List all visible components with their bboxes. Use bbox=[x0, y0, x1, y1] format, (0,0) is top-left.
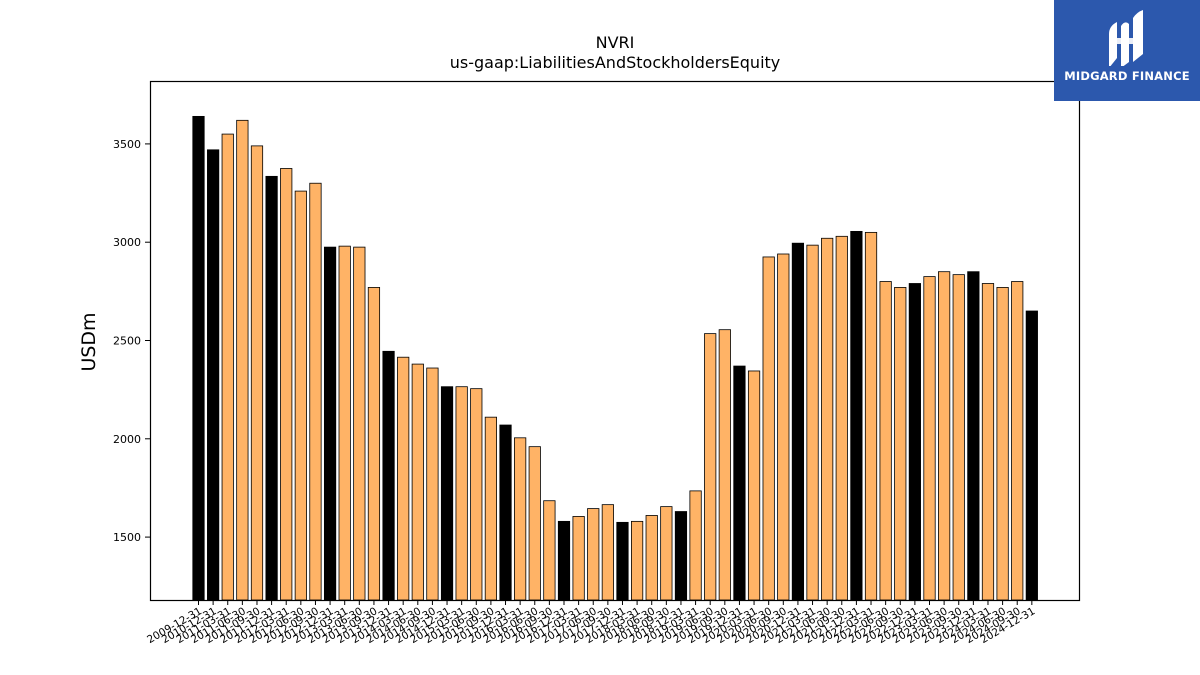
bar-2014-09-30 bbox=[426, 367, 439, 601]
bar-2018-03-31 bbox=[631, 520, 644, 601]
y-tick-label: 3000 bbox=[113, 236, 141, 249]
bar-2024-12-31 bbox=[1025, 310, 1038, 601]
y-tick-label: 2000 bbox=[113, 433, 141, 446]
bar-2019-03-31 bbox=[689, 490, 702, 601]
bar-2012-03-31 bbox=[280, 168, 293, 601]
bar-2010-12-31 bbox=[207, 149, 220, 601]
bar-2022-03-31 bbox=[864, 231, 878, 601]
y-tick-label: 1500 bbox=[113, 531, 141, 544]
bar-2014-06-30 bbox=[411, 363, 424, 601]
bar-2017-09-30 bbox=[601, 504, 614, 601]
brand-logo-mark-icon bbox=[1109, 10, 1143, 66]
bar-2019-09-30 bbox=[718, 329, 731, 601]
chart-title: NVRI bbox=[596, 33, 635, 52]
bar-2024-03-31 bbox=[981, 283, 995, 601]
bar-2020-12-31 bbox=[791, 242, 805, 601]
bar-2015-06-30 bbox=[470, 388, 483, 601]
bar-2011-03-31 bbox=[221, 133, 234, 601]
bar-2017-03-31 bbox=[572, 516, 585, 601]
bar-2020-09-30 bbox=[777, 253, 790, 601]
bar-2012-09-30 bbox=[309, 182, 322, 601]
brand-logo: MIDGARD FINANCE bbox=[1054, 0, 1200, 101]
bar-2023-09-30 bbox=[952, 274, 965, 601]
bar-2014-12-31 bbox=[440, 386, 454, 601]
bar-2020-06-30 bbox=[762, 256, 775, 601]
y-tick-label: 3500 bbox=[113, 138, 141, 151]
bar-2020-03-31 bbox=[747, 370, 761, 601]
bar-2011-12-31 bbox=[265, 175, 278, 601]
x-axis: 2009-12-312010-12-312011-03-312011-06-30… bbox=[145, 600, 1037, 646]
bar-2022-09-30 bbox=[894, 287, 907, 601]
bar-2018-09-30 bbox=[660, 506, 673, 601]
bar-2021-03-31 bbox=[806, 244, 819, 601]
bar-2016-03-31 bbox=[514, 437, 527, 601]
bar-2015-12-31 bbox=[499, 424, 512, 601]
bar-2022-06-30 bbox=[879, 281, 892, 601]
bar-2012-12-31 bbox=[323, 246, 337, 601]
bar-2023-12-31 bbox=[967, 271, 980, 601]
bar-2013-03-31 bbox=[338, 245, 351, 601]
y-axis-label: USDm bbox=[78, 312, 100, 371]
bar-2019-06-30 bbox=[704, 333, 717, 601]
y-tick-label: 2500 bbox=[113, 335, 141, 348]
bar-2019-12-31 bbox=[733, 365, 746, 601]
bar-2022-12-31 bbox=[908, 283, 921, 601]
bar-2023-03-31 bbox=[923, 276, 936, 601]
bar-2009-12-31 bbox=[192, 115, 205, 601]
bar-2024-06-30 bbox=[996, 287, 1009, 601]
bar-2011-09-30 bbox=[250, 145, 264, 601]
bar-2017-06-30 bbox=[587, 508, 600, 601]
bar-2018-06-30 bbox=[645, 515, 658, 601]
bar-2021-09-30 bbox=[835, 235, 848, 601]
brand-name: MIDGARD FINANCE bbox=[1064, 69, 1190, 83]
bar-2018-12-31 bbox=[674, 511, 688, 601]
bar-2016-12-31 bbox=[557, 520, 571, 601]
plot-frame bbox=[149, 80, 1081, 602]
bar-2013-12-31 bbox=[382, 350, 395, 601]
bar-2015-09-30 bbox=[484, 416, 498, 601]
bar-2015-03-31 bbox=[455, 386, 468, 601]
bar-2021-12-31 bbox=[850, 230, 863, 601]
bar-2017-12-31 bbox=[616, 521, 629, 601]
bar-2012-06-30 bbox=[294, 190, 307, 601]
bar-2024-09-30 bbox=[1011, 281, 1024, 601]
bars-group bbox=[192, 115, 1038, 601]
bar-2013-09-30 bbox=[367, 287, 381, 601]
bar-2023-06-30 bbox=[938, 271, 951, 601]
bar-2014-03-31 bbox=[397, 356, 410, 601]
chart-subtitle: us-gaap:LiabilitiesAndStockholdersEquity bbox=[450, 53, 781, 72]
bar-2013-06-30 bbox=[353, 246, 366, 601]
bar-2021-06-30 bbox=[821, 237, 834, 601]
bar-2016-09-30 bbox=[543, 500, 556, 601]
y-axis: 1500 2000 2500 3000 3500 bbox=[113, 138, 150, 544]
bar-2016-06-30 bbox=[528, 446, 541, 601]
bar-2011-06-30 bbox=[236, 119, 249, 601]
